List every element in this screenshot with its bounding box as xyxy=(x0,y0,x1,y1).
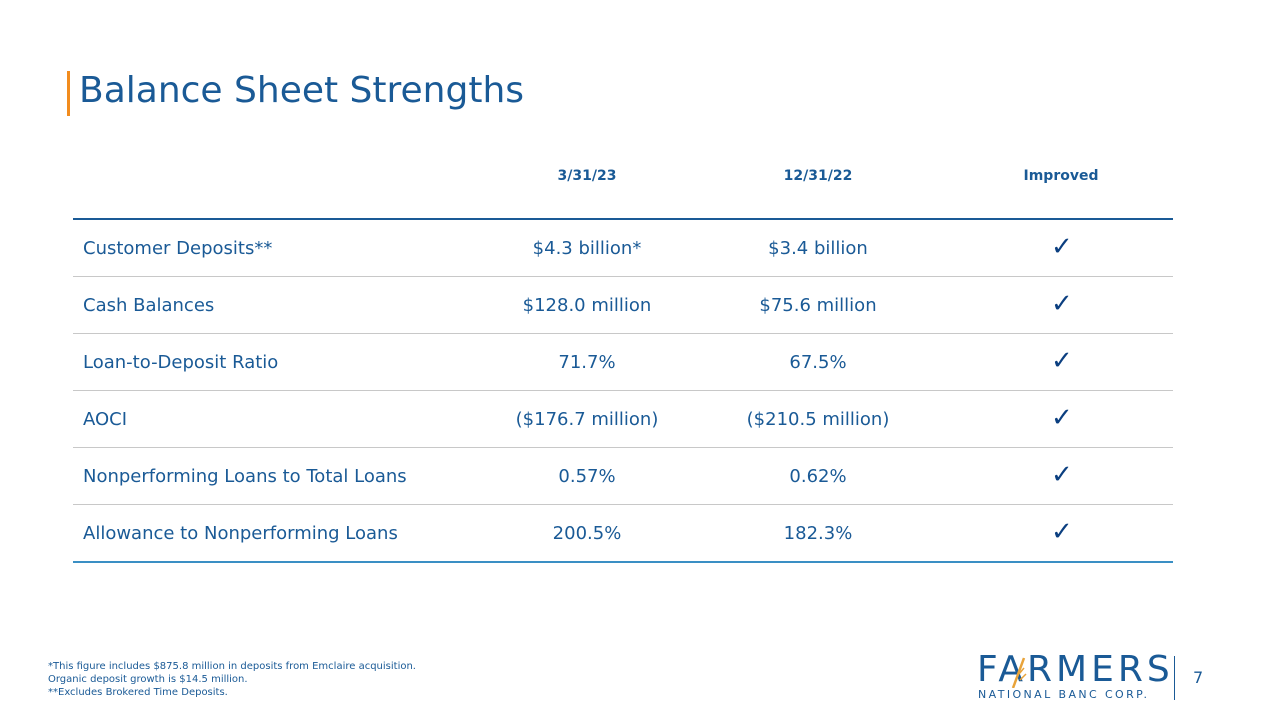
value-3-31-23: 200.5% xyxy=(552,523,622,544)
value-3-31-23: 71.7% xyxy=(558,352,616,373)
value-3-31-23: $128.0 million xyxy=(522,295,652,316)
balance-sheet-table: 3/31/23 12/31/22 Improved Customer Depos… xyxy=(73,155,1173,563)
value-3-31-23: 0.57% xyxy=(558,466,616,487)
checkmark-icon: ✓ xyxy=(1051,346,1073,376)
value-12-31-22: 182.3% xyxy=(783,523,853,544)
value-3-31-23: ($176.7 million) xyxy=(515,409,659,430)
footnote-emclaire: *This figure includes $875.8 million in … xyxy=(48,661,416,672)
column-header-improved: Improved xyxy=(1023,168,1099,184)
table-header: 3/31/23 12/31/22 Improved xyxy=(73,155,1173,220)
value-12-31-22: 67.5% xyxy=(789,352,847,373)
table-row: Nonperforming Loans to Total Loans 0.57%… xyxy=(73,448,1173,505)
value-12-31-22: $75.6 million xyxy=(759,295,877,316)
table-row: Cash Balances $128.0 million $75.6 milli… xyxy=(73,277,1173,334)
checkmark-icon: ✓ xyxy=(1051,289,1073,319)
row-label: Nonperforming Loans to Total Loans xyxy=(83,466,407,487)
title-accent-bar xyxy=(67,71,70,116)
row-label: AOCI xyxy=(83,409,128,430)
checkmark-icon: ✓ xyxy=(1051,403,1073,433)
value-12-31-22: ($210.5 million) xyxy=(746,409,890,430)
table-row: Allowance to Nonperforming Loans 200.5% … xyxy=(73,505,1173,563)
row-label: Allowance to Nonperforming Loans xyxy=(83,523,398,544)
checkmark-icon: ✓ xyxy=(1051,460,1073,490)
logo-divider xyxy=(1174,656,1175,700)
farmers-logo: FARMERS NATIONAL BANC CORP. xyxy=(977,652,1170,702)
page-title: Balance Sheet Strengths xyxy=(79,70,525,111)
logo-subtitle: NATIONAL BANC CORP. xyxy=(978,688,1150,701)
logo-wordmark: FARMERS xyxy=(977,649,1174,690)
column-header-12-31-22: 12/31/22 xyxy=(783,168,853,184)
footnote-brokered: **Excludes Brokered Time Deposits. xyxy=(48,687,228,698)
row-label: Loan-to-Deposit Ratio xyxy=(83,352,279,373)
table-row: AOCI ($176.7 million) ($210.5 million) ✓ xyxy=(73,391,1173,448)
footnote-organic-growth: Organic deposit growth is $14.5 million. xyxy=(48,674,248,685)
value-3-31-23: $4.3 billion* xyxy=(532,238,642,259)
row-label: Customer Deposits** xyxy=(83,238,273,259)
value-12-31-22: 0.62% xyxy=(789,466,847,487)
footnotes: *This figure includes $875.8 million in … xyxy=(48,660,416,699)
checkmark-icon: ✓ xyxy=(1051,232,1073,262)
table-row: Customer Deposits** $4.3 billion* $3.4 b… xyxy=(73,220,1173,277)
wheat-icon xyxy=(1011,657,1027,688)
table-row: Loan-to-Deposit Ratio 71.7% 67.5% ✓ xyxy=(73,334,1173,391)
page-number: 7 xyxy=(1193,668,1204,687)
column-header-3-31-23: 3/31/23 xyxy=(557,168,617,184)
value-12-31-22: $3.4 billion xyxy=(768,238,868,259)
checkmark-icon: ✓ xyxy=(1051,517,1073,547)
row-label: Cash Balances xyxy=(83,295,215,316)
